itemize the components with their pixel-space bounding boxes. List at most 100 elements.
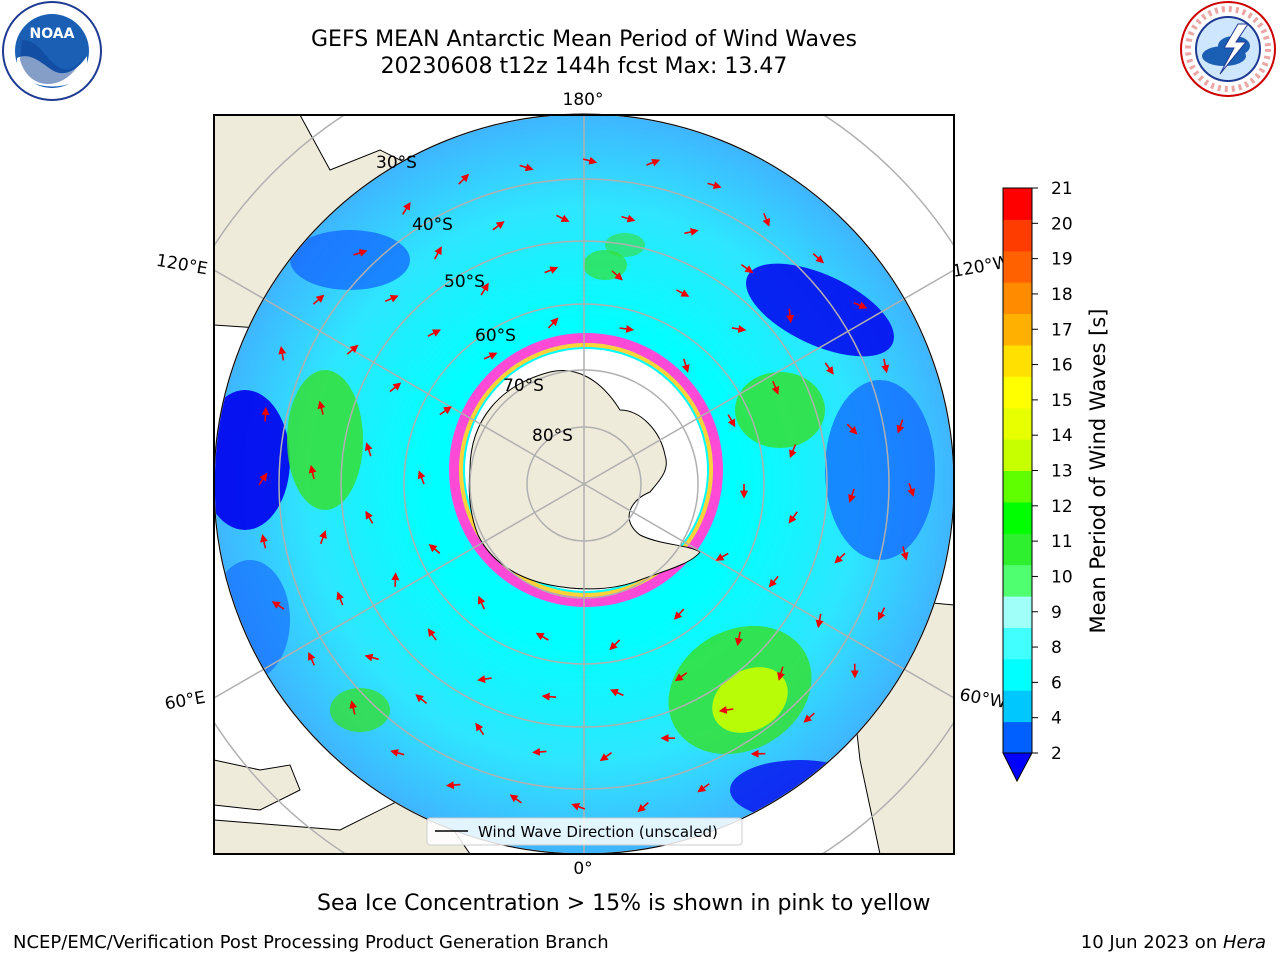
wind-wave-arrow bbox=[619, 324, 635, 333]
colorbar-tick-label: 12 bbox=[1051, 497, 1073, 517]
colorbar-tick-label: 8 bbox=[1051, 638, 1062, 658]
colorbar-segment bbox=[1003, 376, 1032, 409]
wind-wave-arrow bbox=[492, 221, 505, 231]
map-frame bbox=[213, 114, 955, 855]
footer-machine: Hera bbox=[1222, 932, 1266, 953]
wind-wave-arrow bbox=[475, 722, 485, 736]
wind-wave-arrow bbox=[535, 632, 549, 641]
wind-wave-arrow bbox=[684, 228, 699, 236]
lat-label-70: 70°S bbox=[503, 376, 544, 396]
lat-label-40: 40°S bbox=[412, 215, 453, 235]
colorbar-label: Mean Period of Wind Waves [s] bbox=[1086, 309, 1110, 634]
wind-wave-arrow bbox=[681, 358, 690, 373]
wind-wave-arrow bbox=[734, 631, 743, 647]
wind-wave-arrow bbox=[483, 352, 498, 360]
wind-wave-arrow bbox=[365, 510, 374, 524]
footer-left: NCEP/EMC/Verification Post Processing Pr… bbox=[13, 932, 609, 953]
wind-wave-arrow bbox=[260, 534, 268, 549]
high-period-zone bbox=[287, 370, 363, 510]
wind-wave-arrow bbox=[610, 689, 624, 697]
wind-wave-arrow bbox=[390, 749, 405, 757]
colorbar-tick-label: 21 bbox=[1051, 179, 1073, 199]
ice-caption: Sea Ice Concentration > 15% is shown in … bbox=[317, 891, 931, 916]
wind-wave-arrow bbox=[609, 639, 621, 651]
wind-wave-arrow bbox=[611, 270, 623, 281]
wind-wave-arrow bbox=[731, 325, 747, 333]
noaa-logo: NOAA bbox=[2, 1, 102, 101]
wind-wave-arrow bbox=[477, 675, 492, 684]
colorbar-tick-label: 2 bbox=[1051, 744, 1062, 764]
wind-wave-arrow bbox=[768, 575, 779, 588]
colorbar-extend-arrow bbox=[1002, 752, 1033, 783]
colorbar-segment bbox=[1003, 564, 1032, 597]
colorbar-segment bbox=[1003, 533, 1032, 566]
colorbar-tick-label: 16 bbox=[1051, 356, 1073, 376]
sea-ice-edge bbox=[449, 333, 723, 607]
wind-wave-arrow bbox=[445, 781, 461, 790]
low-period-zone bbox=[290, 230, 410, 290]
wind-wave-arrow bbox=[599, 751, 613, 762]
colorbar-tick-label: 20 bbox=[1051, 214, 1073, 234]
colorbar-tick-label: 6 bbox=[1051, 673, 1062, 693]
colorbar-segment bbox=[1003, 470, 1032, 503]
wind-wave-arrow bbox=[637, 801, 649, 813]
lon-label-180: 180° bbox=[563, 90, 604, 110]
wind-wave-arrow bbox=[812, 253, 824, 264]
graticule bbox=[214, 115, 954, 854]
colorbar-segments bbox=[1003, 188, 1032, 754]
wind-wave-arrow bbox=[674, 672, 688, 682]
wind-wave-arrow bbox=[312, 294, 325, 305]
madagascar-land bbox=[214, 759, 301, 811]
footer-date: 10 Jun 2023 on bbox=[1080, 932, 1223, 953]
lon-label-120w: 120°W bbox=[951, 252, 1012, 282]
colorbar-tick-label: 19 bbox=[1051, 250, 1073, 270]
wind-wave-arrow bbox=[308, 464, 317, 480]
colorbar-tick-label: 10 bbox=[1051, 567, 1073, 587]
wind-wave-arrow bbox=[258, 472, 268, 486]
wind-wave-arrow bbox=[417, 470, 426, 485]
wind-wave-arrow bbox=[541, 692, 557, 701]
wind-wave-arrow bbox=[271, 601, 285, 610]
colorbar-segment bbox=[1003, 407, 1032, 440]
wind-wave-arrow bbox=[771, 380, 780, 395]
wind-wave-arrow bbox=[907, 482, 915, 497]
wind-wave-arrow bbox=[571, 802, 586, 811]
wind-wave-arrow bbox=[477, 595, 486, 610]
wind-wave-arrow bbox=[877, 607, 886, 621]
wind-wave-arrow bbox=[834, 552, 846, 564]
wind-wave-arrow bbox=[458, 173, 470, 185]
wind-wave-arrow bbox=[848, 488, 856, 503]
wind-wave-arrow bbox=[384, 294, 399, 303]
colorbar-segment bbox=[1003, 658, 1032, 691]
wind-wave-arrow bbox=[777, 666, 785, 681]
wind-wave-arrow bbox=[715, 552, 729, 561]
wind-wave-arrow bbox=[788, 511, 798, 524]
colorbar-segment bbox=[1003, 188, 1032, 220]
wind-wave-arrow bbox=[278, 346, 287, 361]
colorbar-segment bbox=[1003, 690, 1032, 723]
wind-wave-arrows bbox=[258, 156, 915, 813]
frame-corner bbox=[840, 115, 954, 200]
wind-wave-arrow bbox=[415, 694, 428, 705]
meridian bbox=[214, 269, 954, 699]
max-period-zone bbox=[712, 667, 788, 733]
wind-wave-arrow bbox=[676, 289, 690, 297]
colorbar-tick-label: 18 bbox=[1051, 285, 1073, 305]
lat-label-60: 60°S bbox=[475, 326, 516, 346]
lon-label-120e: 120°E bbox=[155, 251, 209, 280]
wind-wave-arrow bbox=[727, 414, 736, 428]
lon-label-60w: 60°W bbox=[958, 685, 1008, 713]
colorbar-tick-label: 11 bbox=[1051, 532, 1073, 552]
chart-subtitle: 20230608 t12z 144h fcst Max: 13.47 bbox=[380, 54, 788, 79]
wind-wave-arrow bbox=[646, 158, 661, 167]
wind-wave-arrow bbox=[509, 794, 522, 804]
wind-wave-arrow bbox=[336, 591, 344, 606]
lat-label-50: 50°S bbox=[444, 272, 485, 292]
wind-wave-arrow bbox=[853, 301, 868, 309]
colorbar-ticks: 21 20 19 18 17 16 15 14 13 12 11 10 9 8 6 4 2 bbox=[1032, 179, 1073, 764]
map-legend: Wind Wave Direction (unscaled) bbox=[426, 817, 743, 846]
wind-wave-arrow bbox=[317, 400, 326, 415]
wind-wave-arrow bbox=[364, 442, 373, 457]
colorbar-tick-label: 4 bbox=[1051, 709, 1062, 729]
